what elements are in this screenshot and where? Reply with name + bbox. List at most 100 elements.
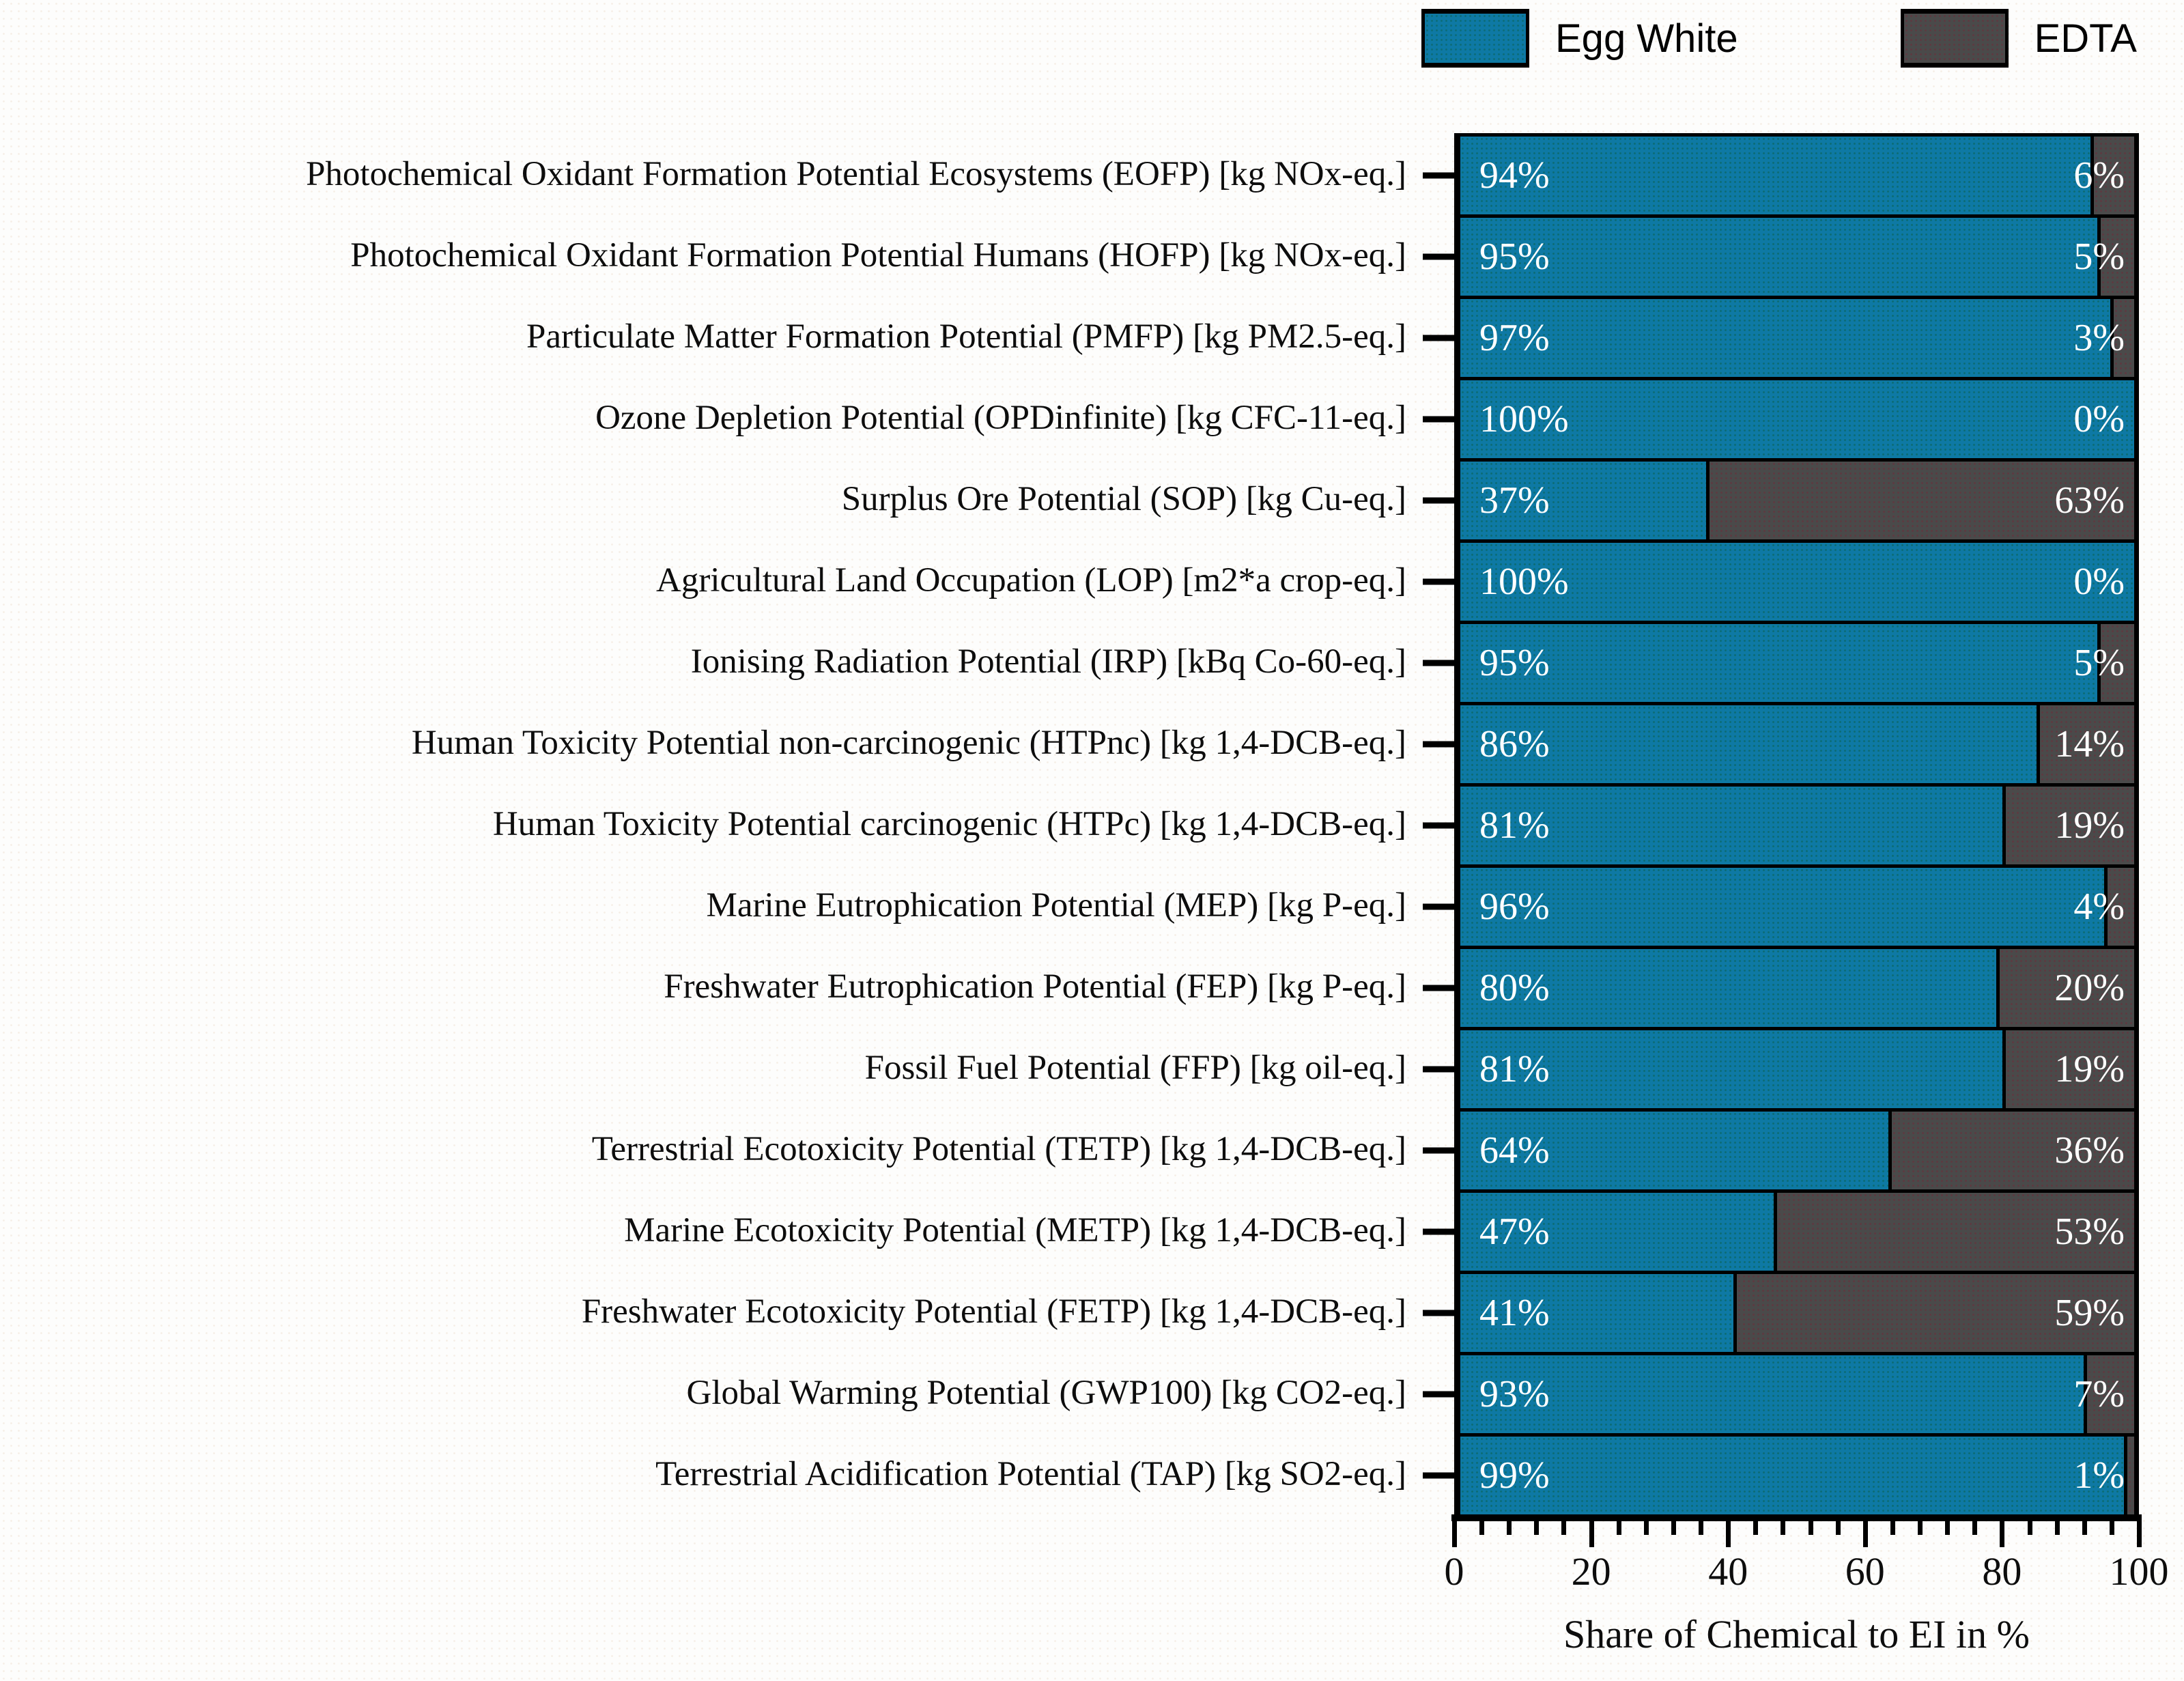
bar-row: 80% 20% bbox=[1423, 949, 2134, 1030]
bar-row: 96% 4% bbox=[1423, 868, 2134, 949]
bar-row: 100% 0% bbox=[1423, 380, 2134, 462]
category-label: Fossil Fuel Potential (FFP) [kg oil-eq.] bbox=[864, 1048, 1406, 1087]
edta-segment bbox=[2114, 299, 2134, 377]
egg-white-segment bbox=[1460, 299, 2114, 377]
edta-segment bbox=[2039, 705, 2134, 783]
edta-segment bbox=[2006, 787, 2134, 864]
legend: Egg White EDTA bbox=[1421, 4, 2137, 72]
egg-white-segment bbox=[1460, 1112, 1892, 1189]
bar-row: 37% 63% bbox=[1423, 462, 2134, 543]
edta-value-label: 53% bbox=[2054, 1211, 2125, 1253]
category-label: Terrestrial Acidification Potential (TAP… bbox=[655, 1454, 1406, 1493]
x-axis-minor-tick bbox=[1671, 1521, 1676, 1535]
egg-white-segment bbox=[1460, 380, 2134, 458]
egg-white-segment bbox=[1460, 1355, 2087, 1433]
edta-segment bbox=[2086, 1355, 2134, 1433]
bar-row: 47% 53% bbox=[1423, 1193, 2134, 1274]
y-axis-tick bbox=[1423, 497, 1454, 504]
egg-white-segment bbox=[1460, 1437, 2128, 1514]
x-axis-minor-tick bbox=[2027, 1521, 2032, 1535]
legend-entry-edta: EDTA bbox=[1900, 9, 2137, 68]
edta-value-label: 14% bbox=[2054, 723, 2125, 765]
egg-white-value-label: 80% bbox=[1479, 967, 1550, 1009]
egg-white-segment bbox=[1460, 949, 2000, 1027]
category-label: Human Toxicity Potential carcinogenic (H… bbox=[492, 804, 1406, 843]
edta-segment bbox=[1999, 949, 2134, 1027]
category-label: Particulate Matter Formation Potential (… bbox=[526, 317, 1406, 356]
edta-value-label: 19% bbox=[2054, 1048, 2125, 1090]
edta-value-label: 4% bbox=[2073, 886, 2125, 928]
x-axis-minor-tick bbox=[1616, 1521, 1621, 1535]
x-axis-minor-tick bbox=[1643, 1521, 1649, 1535]
y-axis-tick bbox=[1423, 1147, 1454, 1154]
category-label: Marine Ecotoxicity Potential (METP) [kg … bbox=[624, 1211, 1406, 1249]
edta-value-label: 63% bbox=[2054, 479, 2125, 522]
x-axis-minor-tick bbox=[1890, 1521, 1895, 1535]
x-axis-minor-tick bbox=[2082, 1521, 2087, 1535]
x-axis-major-tick bbox=[1452, 1521, 1457, 1547]
edta-segment bbox=[2107, 868, 2134, 946]
edta-swatch-icon bbox=[1900, 9, 2009, 68]
x-axis-minor-tick bbox=[1972, 1521, 1978, 1535]
edta-segment bbox=[2006, 1030, 2134, 1108]
egg-white-value-label: 37% bbox=[1479, 479, 1550, 522]
edta-value-label: 19% bbox=[2054, 804, 2125, 847]
x-axis-minor-tick bbox=[1534, 1521, 1540, 1535]
edta-value-label: 5% bbox=[2073, 236, 2125, 278]
x-axis-minor-tick bbox=[1753, 1521, 1759, 1535]
bar-row: 81% 19% bbox=[1423, 1030, 2134, 1112]
x-axis-minor-tick bbox=[1945, 1521, 1951, 1535]
egg-white-value-label: 94% bbox=[1479, 154, 1550, 197]
egg-white-segment bbox=[1460, 787, 2006, 864]
x-axis-minor-tick bbox=[1561, 1521, 1567, 1535]
category-label: Photochemical Oxidant Formation Potentia… bbox=[350, 236, 1406, 274]
egg-white-value-label: 93% bbox=[1479, 1373, 1550, 1415]
egg-white-value-label: 96% bbox=[1479, 886, 1550, 928]
bar-row: 64% 36% bbox=[1423, 1112, 2134, 1193]
egg-white-swatch-icon bbox=[1421, 9, 1529, 68]
x-axis-major-tick bbox=[1726, 1521, 1731, 1547]
legend-label-edta: EDTA bbox=[2034, 16, 2137, 61]
category-label: Photochemical Oxidant Formation Potentia… bbox=[306, 154, 1406, 193]
egg-white-segment bbox=[1460, 1030, 2006, 1108]
category-label: Freshwater Eutrophication Potential (FEP… bbox=[664, 967, 1406, 1006]
bar-row: 99% 1% bbox=[1423, 1437, 2134, 1514]
egg-white-segment bbox=[1460, 1193, 1777, 1271]
egg-white-value-label: 100% bbox=[1479, 398, 1569, 440]
category-label: Marine Eutrophication Potential (MEP) [k… bbox=[706, 886, 1406, 924]
edta-segment bbox=[1776, 1193, 2134, 1271]
category-label: Ozone Depletion Potential (OPDinfinite) … bbox=[595, 398, 1406, 437]
egg-white-value-label: 47% bbox=[1479, 1211, 1550, 1253]
bar-row: 100% 0% bbox=[1423, 543, 2134, 624]
egg-white-value-label: 81% bbox=[1479, 804, 1550, 847]
category-label: Ionising Radiation Potential (IRP) [kBq … bbox=[690, 642, 1406, 681]
y-axis-tick bbox=[1423, 903, 1454, 910]
egg-white-segment bbox=[1460, 705, 2040, 783]
egg-white-segment bbox=[1460, 137, 2094, 214]
edta-segment bbox=[1736, 1274, 2134, 1352]
y-axis-tick bbox=[1423, 1310, 1454, 1316]
edta-segment bbox=[2127, 1437, 2134, 1514]
x-axis-tick-label: 80 bbox=[1982, 1549, 2022, 1594]
egg-white-value-label: 64% bbox=[1479, 1129, 1550, 1172]
x-axis-minor-tick bbox=[2109, 1521, 2114, 1535]
y-axis-tick bbox=[1423, 172, 1454, 179]
category-label: Human Toxicity Potential non-carcinogeni… bbox=[411, 723, 1406, 762]
y-axis-tick bbox=[1423, 1391, 1454, 1398]
x-axis-major-tick bbox=[2137, 1521, 2142, 1547]
edta-segment bbox=[2100, 218, 2134, 296]
egg-white-value-label: 100% bbox=[1479, 561, 1569, 603]
x-axis-minor-tick bbox=[1781, 1521, 1786, 1535]
x-axis-minor-tick bbox=[1479, 1521, 1485, 1535]
x-axis-major-tick bbox=[1862, 1521, 1868, 1547]
edta-value-label: 5% bbox=[2073, 642, 2125, 684]
bar-row: 95% 5% bbox=[1423, 218, 2134, 299]
y-axis-tick bbox=[1423, 335, 1454, 341]
x-axis-tick-label: 0 bbox=[1444, 1549, 1464, 1594]
bar-row: 95% 5% bbox=[1423, 624, 2134, 705]
x-axis-minor-tick bbox=[1699, 1521, 1704, 1535]
y-axis-tick bbox=[1423, 416, 1454, 423]
y-axis-tick bbox=[1423, 1066, 1454, 1073]
y-axis-tick bbox=[1423, 660, 1454, 666]
category-label-column: Photochemical Oxidant Formation Potentia… bbox=[0, 133, 1454, 1514]
